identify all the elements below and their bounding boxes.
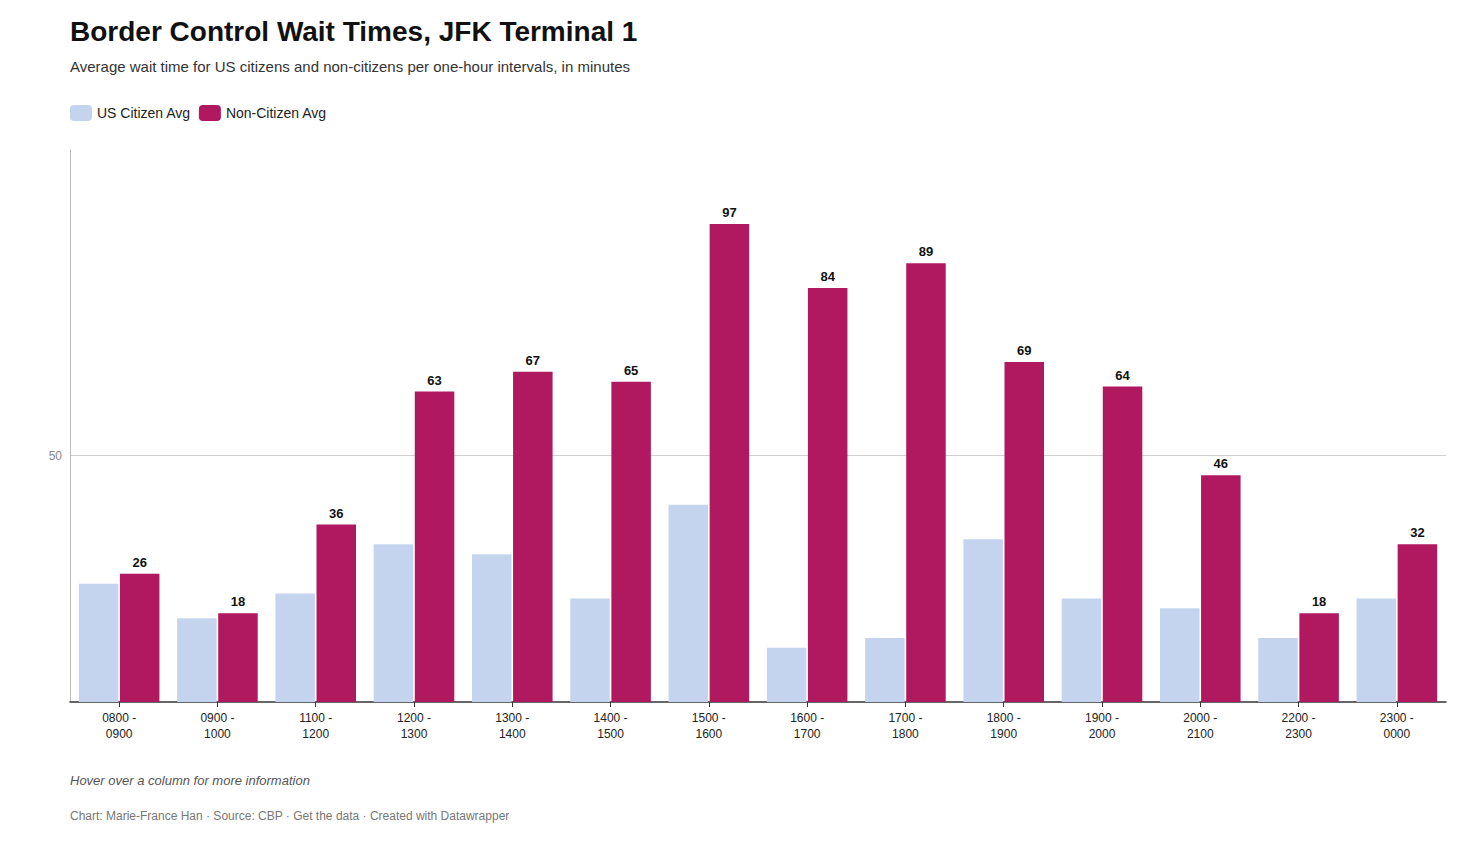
svg-text:1800: 1800 — [892, 727, 919, 741]
svg-text:1200 -: 1200 - — [397, 711, 431, 725]
svg-text:0000: 0000 — [1384, 727, 1411, 741]
svg-text:18: 18 — [1312, 594, 1326, 609]
svg-text:1100 -: 1100 - — [299, 711, 332, 725]
svg-text:1500 -: 1500 - — [692, 711, 726, 725]
svg-text:2200 -: 2200 - — [1282, 711, 1316, 725]
svg-text:1300 -: 1300 - — [495, 711, 529, 725]
svg-text:1900: 1900 — [990, 727, 1017, 741]
svg-text:2000 -: 2000 - — [1183, 711, 1217, 725]
svg-text:Border Control Wait Times, JFK: Border Control Wait Times, JFK Terminal … — [70, 16, 637, 47]
svg-text:2000: 2000 — [1089, 727, 1116, 741]
svg-text:89: 89 — [919, 244, 933, 259]
svg-text:1400 -: 1400 - — [594, 711, 628, 725]
svg-text:65: 65 — [624, 363, 638, 378]
svg-text:1300: 1300 — [401, 727, 428, 741]
svg-text:84: 84 — [820, 269, 835, 284]
svg-text:Chart: Marie-France Han · Sour: Chart: Marie-France Han · Source: CBP · … — [70, 809, 509, 823]
svg-text:0800 -: 0800 - — [102, 711, 136, 725]
svg-text:1900 -: 1900 - — [1085, 711, 1119, 725]
svg-text:1400: 1400 — [499, 727, 526, 741]
svg-text:26: 26 — [132, 555, 146, 570]
svg-text:1200: 1200 — [302, 727, 329, 741]
svg-text:63: 63 — [427, 373, 441, 388]
svg-text:Hover over a column for more i: Hover over a column for more information — [70, 773, 310, 788]
svg-text:0900 -: 0900 - — [200, 711, 234, 725]
svg-text:50: 50 — [49, 449, 63, 463]
svg-text:1700 -: 1700 - — [888, 711, 922, 725]
svg-text:2300 -: 2300 - — [1380, 711, 1414, 725]
svg-text:1700: 1700 — [794, 727, 821, 741]
svg-text:2100: 2100 — [1187, 727, 1214, 741]
svg-text:Average wait time for US citiz: Average wait time for US citizens and no… — [70, 58, 630, 75]
svg-text:36: 36 — [329, 506, 343, 521]
svg-text:1800 -: 1800 - — [987, 711, 1021, 725]
svg-text:97: 97 — [722, 205, 736, 220]
svg-text:69: 69 — [1017, 343, 1031, 358]
svg-text:32: 32 — [1410, 525, 1424, 540]
svg-text:1000: 1000 — [204, 727, 231, 741]
svg-text:Non-Citizen Avg: Non-Citizen Avg — [226, 105, 326, 121]
svg-text:0900: 0900 — [106, 727, 133, 741]
svg-text:67: 67 — [526, 353, 540, 368]
svg-text:1600 -: 1600 - — [790, 711, 824, 725]
svg-text:64: 64 — [1115, 368, 1130, 383]
svg-text:2300: 2300 — [1285, 727, 1312, 741]
svg-text:US Citizen Avg: US Citizen Avg — [97, 105, 190, 121]
svg-text:18: 18 — [231, 594, 245, 609]
svg-text:1600: 1600 — [696, 727, 723, 741]
svg-text:1500: 1500 — [597, 727, 624, 741]
svg-text:46: 46 — [1214, 456, 1228, 471]
